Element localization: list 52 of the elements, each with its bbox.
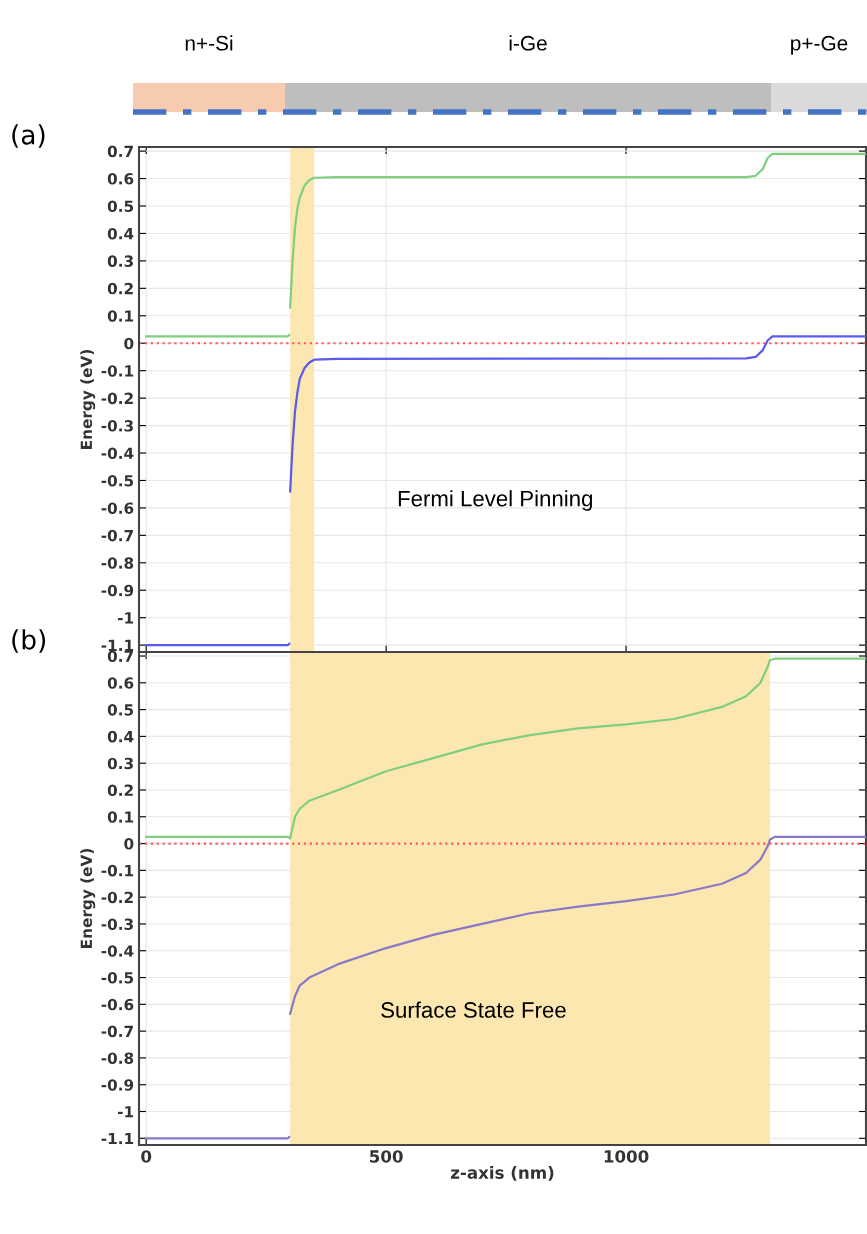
y-tick-label: -0.9 xyxy=(101,584,134,597)
y-tick-label: -0.8 xyxy=(101,557,134,569)
y-tick-label: 0.1 xyxy=(107,811,134,823)
y-tick-label: 0.2 xyxy=(107,282,133,295)
y-tick-label: -0.7 xyxy=(101,529,133,542)
y-tick-label: -1.1 xyxy=(101,639,134,651)
line-series xyxy=(145,657,866,840)
y-tick-label: 0.3 xyxy=(107,255,133,267)
y-tick-label: 0 xyxy=(124,337,134,350)
y-tick-label: -0.5 xyxy=(101,474,134,487)
y-tick-label: -0.4 xyxy=(101,945,134,957)
annotation: Surface State Free xyxy=(381,1001,566,1018)
y-tick-label: 0.7 xyxy=(107,145,133,158)
y-tick-label: -1.1 xyxy=(101,1132,134,1145)
x-tick-label: 1000 xyxy=(604,1150,649,1163)
y-axis-title: Energy (eV) xyxy=(80,350,96,449)
y-tick-label: 0.5 xyxy=(107,704,134,716)
y-tick-label: 0.4 xyxy=(107,730,134,743)
y-tick-label: -0.1 xyxy=(101,365,134,377)
y-tick-label: 0 xyxy=(124,838,134,850)
x-tick-label: 0 xyxy=(141,1150,152,1163)
annotation: Fermi Level Pinning xyxy=(398,490,592,511)
y-tick-label: 0.4 xyxy=(107,227,134,240)
y-tick-label: 0.2 xyxy=(107,784,133,797)
y-tick-label: -0.3 xyxy=(101,420,133,432)
y-tick-label: -1 xyxy=(118,1106,134,1118)
text: i-Ge xyxy=(509,35,547,51)
x-tick-label: 500 xyxy=(370,1150,403,1163)
y-tick-label: -0.7 xyxy=(101,1025,133,1038)
y-tick-label: -0.5 xyxy=(101,972,134,984)
y-tick-label: -0.2 xyxy=(101,891,133,904)
y-tick-label: 0.1 xyxy=(107,310,134,322)
y-tick-label: -0.3 xyxy=(101,918,133,930)
y-tick-label: -0.8 xyxy=(101,1052,134,1064)
y-tick-label: 0.3 xyxy=(107,757,133,770)
x-axis-title: z-axis (nm) xyxy=(450,1165,554,1181)
y-tick-label: -0.6 xyxy=(101,502,134,514)
y-tick-label: -0.4 xyxy=(101,447,134,460)
text: p+-Ge xyxy=(791,35,848,55)
y-tick-label: 0.7 xyxy=(107,650,133,663)
y-tick-label: 0.6 xyxy=(107,173,134,185)
y-tick-label: -0.9 xyxy=(101,1079,134,1091)
y-tick-label: -0.6 xyxy=(101,998,134,1011)
text: n+-Si xyxy=(185,35,233,51)
y-tick-label: -0.2 xyxy=(101,392,133,405)
chart-title: (b) xyxy=(12,629,46,653)
y-tick-label: -0.1 xyxy=(101,864,134,877)
chart-title: (a) xyxy=(12,124,45,148)
y-tick-label: -1 xyxy=(118,612,134,624)
y-axis-title: Energy (eV) xyxy=(80,849,96,948)
y-tick-label: 0.6 xyxy=(107,677,134,689)
y-tick-label: 0.5 xyxy=(107,200,134,213)
